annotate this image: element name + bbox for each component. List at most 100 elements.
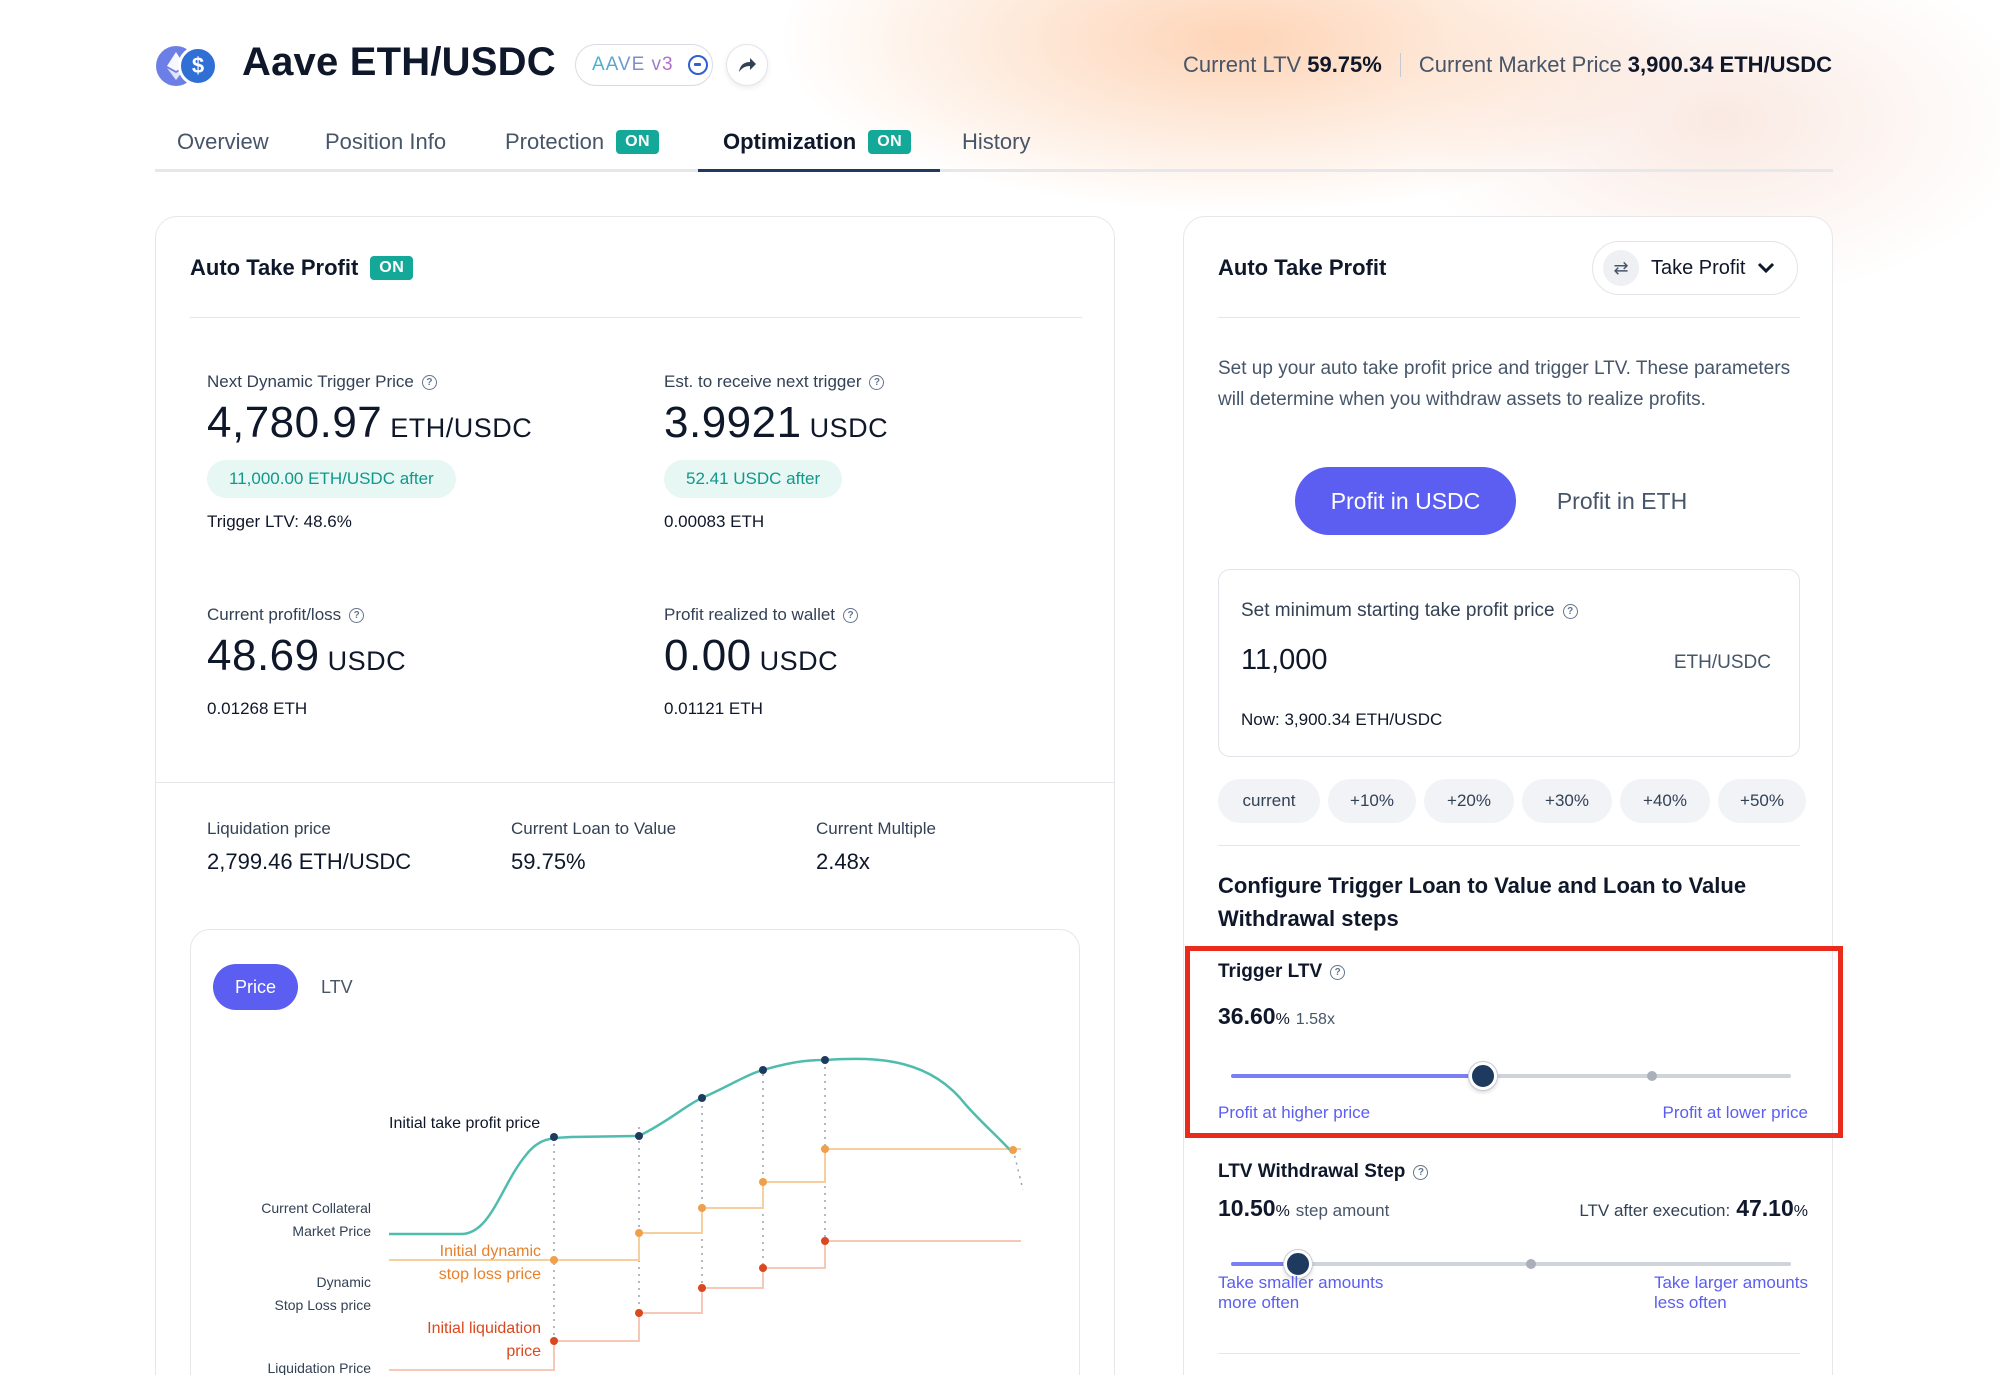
page-title: Aave ETH/USDC: [242, 40, 556, 84]
ltv-toggle-button[interactable]: LTV: [321, 976, 353, 997]
pair-logo: $: [156, 46, 218, 88]
end-dot: [1009, 1146, 1017, 1154]
min-price-input[interactable]: 11,000: [1241, 644, 1328, 676]
slider-track: [1231, 1074, 1791, 1078]
tab-overview[interactable]: Overview: [177, 118, 269, 166]
profit-realized-eth: 0.01121 ETH: [664, 699, 763, 718]
help-icon[interactable]: ?: [349, 607, 365, 623]
min-price-label-text: Set minimum starting take profit price: [1241, 600, 1555, 621]
tab-label: Protection: [505, 129, 605, 154]
next-trigger-number: 4,780.97: [207, 398, 383, 447]
chip-plus-40[interactable]: +40%: [1620, 779, 1710, 823]
profit-in-usdc-button[interactable]: Profit in USDC: [1295, 467, 1516, 535]
current-ltv-label: Current LTV: [1183, 52, 1302, 77]
trigger-ltv-label-text: Trigger LTV: [1218, 961, 1323, 982]
usdc-icon: $: [178, 46, 218, 86]
profit-realized-label-text: Profit realized to wallet: [664, 605, 836, 624]
active-tab-indicator: [698, 169, 940, 172]
ltv-after-label: LTV after execution:: [1579, 1201, 1731, 1220]
chip-plus-10[interactable]: +10%: [1328, 779, 1416, 823]
withdrawal-step-readout: 10.50% step amount: [1218, 1195, 1389, 1222]
next-trigger-value: 4,780.97 ETH/USDC: [207, 398, 532, 448]
chip-plus-30[interactable]: +30%: [1522, 779, 1612, 823]
config-card-title: Auto Take Profit: [1218, 255, 1387, 280]
help-icon[interactable]: ?: [421, 374, 437, 390]
network-icon: [687, 55, 708, 75]
tab-label: Position Info: [325, 129, 447, 154]
est-receive-value: 3.9921 USDC: [664, 398, 888, 448]
est-receive-eth: 0.00083 ETH: [664, 512, 765, 531]
tab-label: Overview: [177, 129, 269, 154]
trigger-ltv-slider[interactable]: [1231, 1061, 1791, 1091]
profit-loss-unit: USDC: [327, 646, 407, 676]
chip-plus-50[interactable]: +50%: [1718, 779, 1806, 823]
withdrawal-step-label-text: LTV Withdrawal Step: [1218, 1161, 1406, 1182]
profit-lower-hint: Profit at lower price: [1662, 1103, 1809, 1122]
help-icon[interactable]: ?: [869, 374, 885, 390]
liquidation-price-chart-label: Liquidation Price: [267, 1360, 371, 1375]
optimization-status-badge: ON: [868, 130, 912, 154]
next-trigger-block: Next Dynamic Trigger Price ? 4,780.97 ET…: [207, 372, 532, 532]
est-receive-label: Est. to receive next trigger ?: [664, 372, 888, 392]
help-icon[interactable]: ?: [1413, 1164, 1429, 1180]
ltv-after-value: 47.10: [1736, 1195, 1794, 1221]
slider-fill: [1231, 1262, 1298, 1266]
protocol-badge[interactable]: AAVE v3: [575, 44, 713, 86]
liquidation-dots: [550, 1237, 829, 1345]
min-price-label: Set minimum starting take profit price ?: [1241, 600, 1578, 622]
summary-title-text: Auto Take Profit: [190, 255, 359, 280]
withdrawal-step-slider[interactable]: [1231, 1249, 1791, 1279]
slider-fill: [1231, 1074, 1483, 1078]
profit-loss-label: Current profit/loss ?: [207, 605, 406, 625]
larger-amounts-hint: Take larger amounts less often: [1654, 1273, 1808, 1313]
current-multiple-label: Current Multiple: [816, 819, 936, 838]
smaller-amounts-hint: Take smaller amounts more often: [1218, 1273, 1383, 1313]
profit-in-eth-button[interactable]: Profit in ETH: [1556, 487, 1688, 514]
initial-dynamic-stop-line2: stop loss price: [438, 1266, 541, 1283]
tab-protection[interactable]: Protection ON: [505, 118, 660, 166]
market-price-value: 3,900.34 ETH/USDC: [1627, 52, 1832, 77]
current-collateral-line1: Current Collateral: [261, 1200, 371, 1216]
current-collateral-label: Current Collateral Market Price: [231, 1197, 371, 1243]
tab-position-info[interactable]: Position Info: [325, 118, 446, 166]
current-ltv-metric-label: Current Loan to Value: [511, 819, 677, 838]
card-divider: [1218, 1353, 1800, 1354]
step-guides: [553, 1060, 1024, 1375]
card-divider: [190, 317, 1082, 318]
profit-loss-number: 48.69: [207, 631, 320, 680]
tab-bar: Overview Position Info Protection ON Opt…: [155, 116, 1833, 172]
current-ltv-value: 59.75%: [1307, 52, 1382, 77]
profit-loss-value: 48.69 USDC: [207, 631, 406, 681]
initial-liquidation-line2: price: [506, 1343, 541, 1360]
next-trigger-unit: ETH/USDC: [390, 413, 533, 443]
tab-optimization[interactable]: Optimization ON: [723, 118, 912, 166]
profit-higher-hint: Profit at higher price: [1218, 1103, 1371, 1122]
summary-card-title: Auto Take Profit ON: [190, 255, 414, 281]
share-icon: [739, 58, 756, 72]
strategy-select[interactable]: ⇄ Take Profit: [1592, 241, 1798, 295]
protocol-badge-label: AAVE v3: [592, 54, 674, 75]
profit-loss-eth: 0.01268 ETH: [207, 699, 308, 718]
liquidation-price-label: Liquidation price: [207, 819, 331, 838]
profit-realized-label: Profit realized to wallet ?: [664, 605, 859, 625]
share-button[interactable]: [726, 44, 768, 86]
withdrawal-step-slider-handle[interactable]: [1284, 1250, 1312, 1278]
tab-history[interactable]: History: [962, 118, 1030, 166]
help-icon[interactable]: ?: [1562, 603, 1578, 619]
profit-loss-block: Current profit/loss ? 48.69 USDC 0.01268…: [207, 605, 406, 719]
stop-loss-dots: [550, 1145, 829, 1264]
card-divider: [156, 782, 1114, 783]
price-toggle-button[interactable]: Price: [213, 964, 299, 1010]
initial-liquidation-line1: Initial liquidation: [427, 1320, 541, 1337]
market-price-label: Current Market Price: [1418, 52, 1622, 77]
trigger-ltv-slider-handle[interactable]: [1469, 1062, 1497, 1090]
chip-current[interactable]: current: [1218, 779, 1320, 823]
chip-plus-20[interactable]: +20%: [1424, 779, 1514, 823]
withdrawal-step-value: 10.50: [1218, 1195, 1276, 1221]
help-icon[interactable]: ?: [1330, 964, 1346, 980]
strategy-diagram: [389, 1056, 1024, 1375]
smaller-amounts-line2: more often: [1218, 1293, 1300, 1312]
help-icon[interactable]: ?: [843, 607, 859, 623]
dynamic-stop-loss-label: Dynamic Stop Loss price: [231, 1271, 372, 1317]
tab-label: History: [962, 129, 1031, 154]
